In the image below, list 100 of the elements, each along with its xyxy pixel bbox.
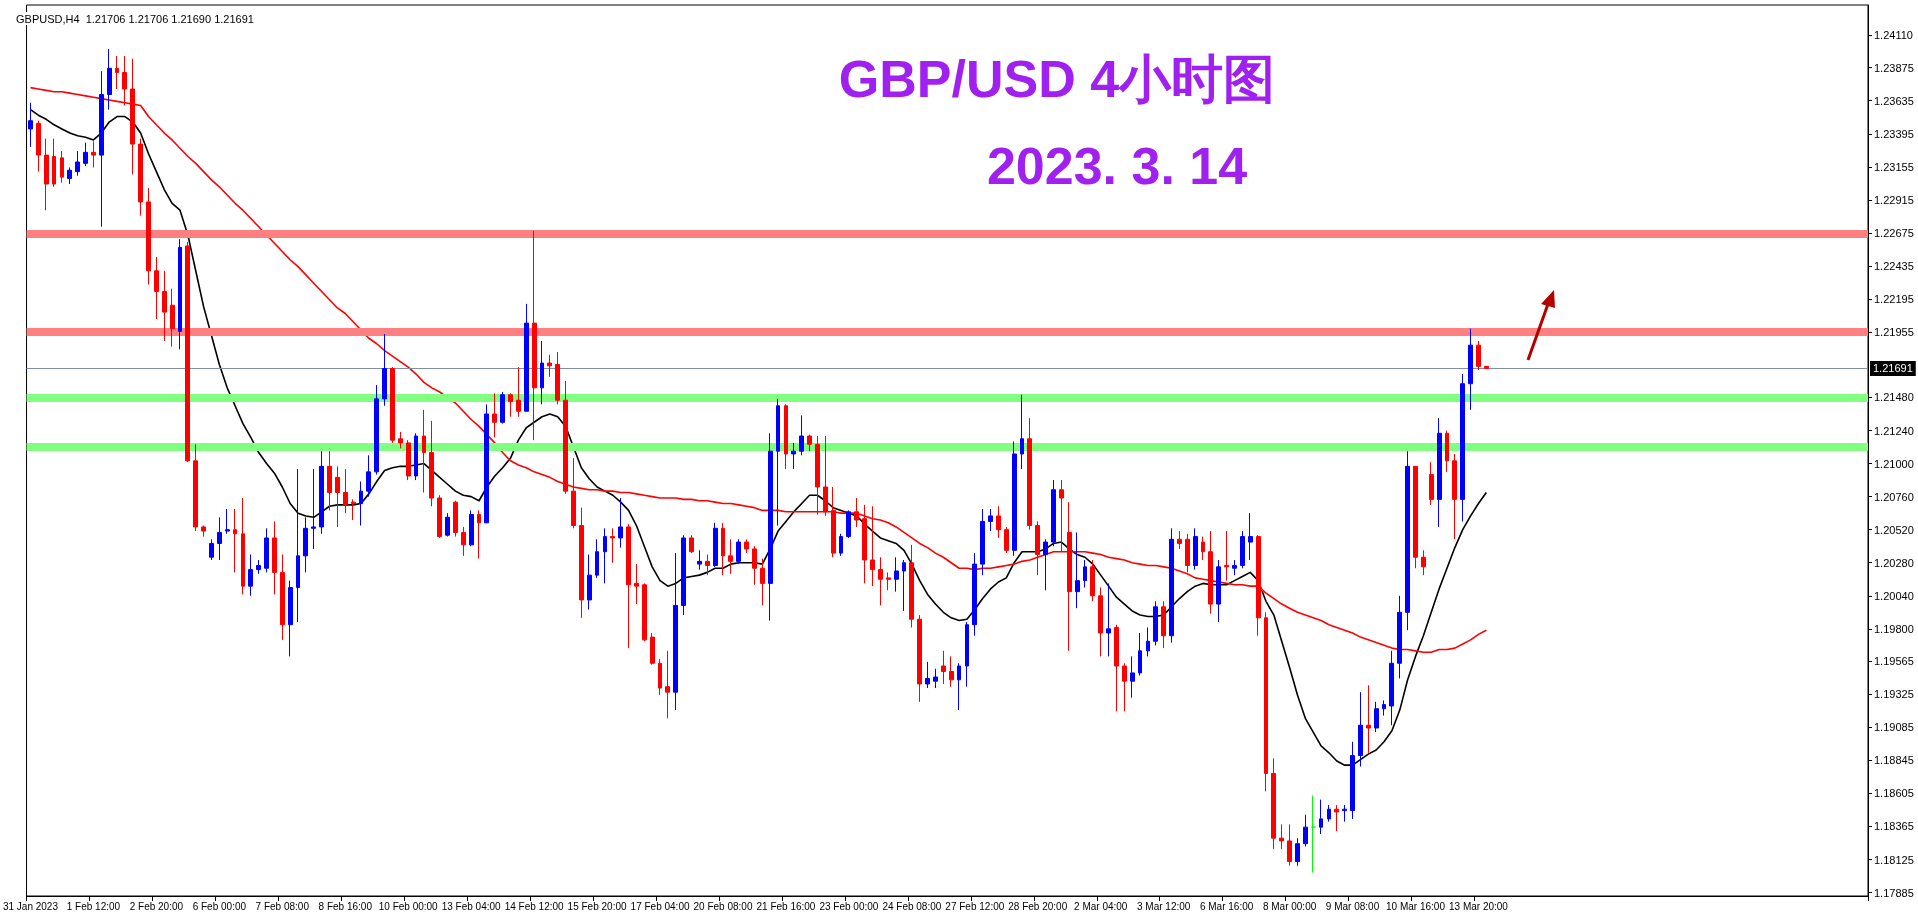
candlestick: [272, 520, 277, 595]
candlestick: [744, 538, 749, 554]
x-tick-label: 9 Mar 08:00: [1325, 900, 1380, 912]
candlestick: [1224, 530, 1229, 582]
x-tick-label: 7 Feb 08:00: [255, 900, 310, 912]
candlestick: [1153, 600, 1158, 646]
candlestick: [1185, 533, 1190, 573]
candlestick: [791, 442, 796, 470]
x-tick-label: 10 Feb 00:00: [378, 900, 439, 912]
candlestick: [1445, 430, 1449, 473]
candlestick: [1334, 804, 1339, 832]
candlestick: [1358, 691, 1363, 768]
candlestick: [374, 384, 379, 476]
candlestick: [429, 420, 434, 507]
x-tick-label: 3 Mar 12:00: [1136, 900, 1191, 912]
candlestick: [846, 509, 851, 539]
candlestick: [1350, 741, 1355, 820]
candlestick: [1114, 624, 1119, 712]
candlestick: [603, 527, 607, 584]
candlestick: [390, 366, 395, 444]
annotation: GBPUSD,H4 1.21706 1.21706 1.21690 1.21691: [16, 12, 254, 25]
candlestick: [689, 534, 694, 554]
y-tick-label: 1.21000: [1874, 457, 1914, 470]
candlestick: [178, 238, 182, 350]
candlestick: [351, 498, 356, 521]
y-tick-label: 1.18845: [1874, 754, 1914, 767]
candlestick: [1138, 632, 1142, 677]
candlestick: [1051, 479, 1056, 547]
x-tick-label: 14 Feb 12:00: [504, 900, 565, 912]
candlestick: [1161, 600, 1166, 649]
candlestick: [894, 556, 899, 593]
candlestick: [154, 256, 159, 320]
candlestick: [36, 120, 41, 173]
candlestick: [382, 333, 387, 407]
candlestick: [650, 632, 655, 666]
y-tick-label: 1.18125: [1874, 853, 1914, 866]
candlestick: [972, 552, 977, 637]
candlestick: [1208, 530, 1213, 615]
candlestick: [626, 523, 631, 649]
candlestick: [233, 508, 237, 573]
candlestick: [823, 435, 828, 517]
candlestick: [83, 142, 88, 167]
candlestick: [555, 351, 560, 405]
candlestick: [547, 354, 552, 378]
candlestick: [256, 559, 261, 575]
candlestick: [854, 497, 859, 528]
candlestick: [839, 533, 843, 557]
candlestick: [1405, 450, 1410, 631]
x-tick-label: 6 Feb 00:00: [192, 900, 247, 912]
candlestick: [500, 391, 505, 425]
candlestick: [280, 553, 285, 641]
candlestick: [1027, 417, 1032, 531]
candlestick: [941, 650, 946, 685]
candlestick: [760, 558, 765, 606]
candlestick: [461, 526, 466, 557]
candlestick: [1201, 536, 1205, 561]
candlestick: [980, 508, 985, 576]
candlestick: [807, 434, 812, 452]
candlestick: [453, 500, 458, 538]
candlestick: [831, 486, 836, 558]
candlestick: [406, 439, 411, 481]
y-tick-label: 1.18365: [1874, 820, 1914, 833]
candlestick: [414, 432, 418, 481]
candlestick: [67, 167, 72, 185]
candlestick: [1130, 655, 1135, 699]
candlestick: [99, 70, 104, 228]
candlestick: [201, 525, 206, 538]
x-tick-label: 23 Feb 00:00: [819, 900, 879, 912]
y-tick-label: 1.24110: [1874, 29, 1913, 42]
line-series: [29, 108, 1488, 766]
candlestick: [1216, 559, 1221, 623]
candlestick: [52, 138, 56, 188]
candlestick: [862, 504, 867, 584]
candlestick: [1437, 417, 1442, 528]
candlestick: [1169, 527, 1174, 644]
candlestick: [1193, 527, 1198, 571]
candlestick: [1043, 538, 1048, 591]
y-tick-label: 1.23395: [1874, 127, 1914, 140]
y-tick-label: 1.20040: [1874, 589, 1914, 602]
text: GBP/USD 4小时图: [838, 50, 1276, 108]
candlestick: [115, 55, 119, 90]
candlestick: [673, 552, 678, 711]
x-tick-label: 1 Feb 12:00: [66, 900, 121, 912]
y-tick-label: 1.19565: [1874, 655, 1914, 668]
candlestick: [241, 497, 245, 595]
candlestick: [1075, 531, 1080, 609]
x-tick-label: 8 Mar 00:00: [1262, 900, 1317, 912]
y-tick-label: 1.21955: [1874, 326, 1914, 339]
candlestick: [1146, 626, 1150, 657]
x-tick-label: 10 Mar 16:00: [1386, 900, 1446, 912]
x-tick-label: 2 Feb 20:00: [129, 900, 184, 912]
candlestick: [618, 497, 623, 549]
candlestick: [697, 549, 702, 571]
candlestick: [752, 545, 757, 586]
candlestick: [1429, 461, 1434, 506]
candlestick: [484, 403, 489, 524]
candlestick: [925, 661, 930, 689]
x-tick-label: 6 Mar 16:00: [1199, 900, 1254, 912]
candlestick: [343, 468, 348, 514]
candlestick: [1342, 804, 1347, 823]
